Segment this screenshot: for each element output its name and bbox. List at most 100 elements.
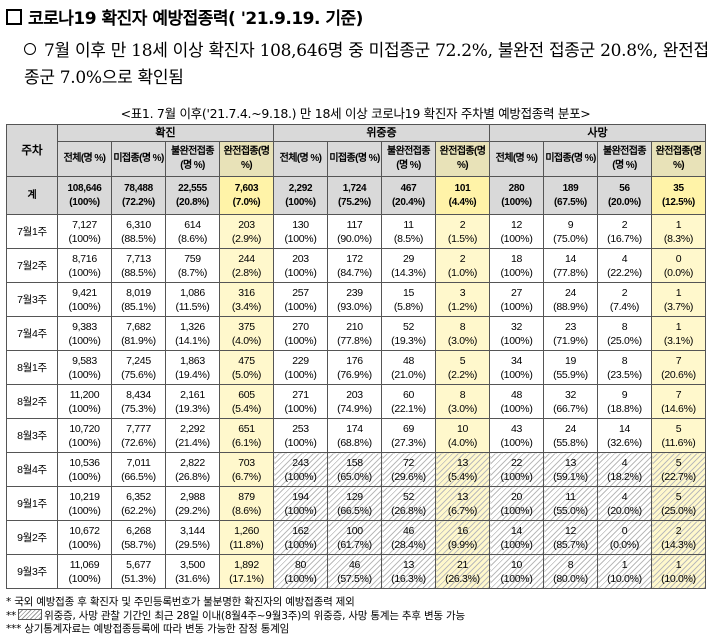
table-cell: 19 (55.9%) bbox=[543, 350, 598, 385]
cell-count: 7 bbox=[675, 354, 682, 367]
cell-count: 12 bbox=[510, 218, 523, 231]
cell-count: 22 bbox=[510, 456, 523, 469]
row-label: 7월3주 bbox=[6, 282, 58, 317]
cell-percent: (8.6%) bbox=[231, 504, 262, 517]
table-cell: 43 (100%) bbox=[489, 418, 544, 453]
cell-percent: (4.4%) bbox=[448, 196, 477, 208]
cell-percent: (55.0%) bbox=[553, 504, 588, 517]
table-cell: 48 (21.0%) bbox=[381, 350, 436, 385]
cell-count: 605 bbox=[238, 388, 255, 401]
cell-percent: (10.0%) bbox=[607, 572, 642, 585]
cell-percent: (3.0%) bbox=[447, 334, 478, 347]
cell-percent: (61.7%) bbox=[337, 538, 372, 551]
cell-percent: (2.2%) bbox=[447, 368, 478, 381]
cell-count: 257 bbox=[292, 286, 309, 299]
header-subcol: 완전접종(명 %) bbox=[219, 141, 274, 177]
cell-count: 29 bbox=[402, 252, 415, 265]
cell-percent: (20.4%) bbox=[392, 196, 425, 208]
cell-percent: (100%) bbox=[500, 334, 533, 347]
header-subcol-name: 불완전접종 bbox=[386, 146, 431, 157]
table-cell: 2 (1.0%) bbox=[435, 248, 490, 283]
cell-percent: (100%) bbox=[500, 572, 533, 585]
table-cell: 2,822 (26.8%) bbox=[165, 452, 220, 487]
cell-percent: (3.0%) bbox=[447, 402, 478, 415]
cell-percent: (28.4%) bbox=[391, 538, 426, 551]
cell-count: 56 bbox=[619, 182, 630, 194]
cell-percent: (65.0%) bbox=[337, 470, 372, 483]
table-cell: 1,863 (19.4%) bbox=[165, 350, 220, 385]
cell-count: 2 bbox=[675, 524, 682, 537]
table-cell: 1,326 (14.1%) bbox=[165, 316, 220, 351]
table-cell: 14 (100%) bbox=[489, 520, 544, 555]
cell-percent: (100%) bbox=[284, 538, 317, 551]
summary-text: 7월 이후 만 18세 이상 확진자 108,646명 중 미접종군 72.2%… bbox=[24, 41, 709, 88]
cell-percent: (100%) bbox=[500, 402, 533, 415]
table-cell: 203 (2.9%) bbox=[219, 214, 274, 249]
cell-percent: (11.6%) bbox=[661, 436, 696, 449]
cell-percent: (6.1%) bbox=[231, 436, 262, 449]
hatch-legend-icon bbox=[18, 609, 43, 620]
table-cell: 1,260 (11.8%) bbox=[219, 520, 274, 555]
cell-count: 467 bbox=[400, 182, 417, 194]
cell-count: 0 bbox=[621, 524, 628, 537]
cell-percent: (100%) bbox=[500, 538, 533, 551]
cell-count: 48 bbox=[510, 388, 523, 401]
cell-count: 651 bbox=[238, 422, 255, 435]
table-cell: 22 (100%) bbox=[489, 452, 544, 487]
cell-percent: (100%) bbox=[285, 196, 316, 208]
table-cell: 52 (26.8%) bbox=[381, 486, 436, 521]
table-cell: 158 (65.0%) bbox=[327, 452, 382, 487]
row-label: 8월1주 bbox=[6, 350, 58, 385]
cell-count: 189 bbox=[562, 182, 579, 194]
cell-percent: (11.5%) bbox=[175, 300, 210, 313]
cell-count: 7,603 bbox=[234, 182, 259, 194]
cell-count: 101 bbox=[454, 182, 471, 194]
header-subcol-unit: (명 %) bbox=[571, 153, 596, 164]
table-cell: 6,352 (62.2%) bbox=[111, 486, 166, 521]
cell-percent: (20.0%) bbox=[608, 196, 641, 208]
header-group: 확진 bbox=[57, 124, 274, 142]
cell-percent: (12.5%) bbox=[662, 196, 695, 208]
cell-percent: (76.9%) bbox=[337, 368, 372, 381]
cell-count: 19 bbox=[564, 354, 577, 367]
table-cell: 759 (8.7%) bbox=[165, 248, 220, 283]
table-cell: 34 (100%) bbox=[489, 350, 544, 385]
cell-count: 1 bbox=[621, 558, 628, 571]
cell-count: 8,716 bbox=[72, 252, 97, 265]
table-row: 8월1주 9,583 (100%) 7,245 (75.6%) 1,863 (19.4%) 4… bbox=[6, 350, 706, 385]
cell-percent: (100%) bbox=[500, 232, 533, 245]
cell-percent: (85.1%) bbox=[121, 300, 156, 313]
table-cell: 2 (14.3%) bbox=[651, 520, 706, 555]
cell-count: 78,488 bbox=[124, 182, 153, 194]
header-subcol-name: 불완전접종 bbox=[602, 146, 647, 157]
header-subcol-unit: (명 %) bbox=[139, 153, 164, 164]
table-cell: 172 (84.7%) bbox=[327, 248, 382, 283]
cell-percent: (21.4%) bbox=[175, 436, 210, 449]
table-cell: 1 (10.0%) bbox=[597, 554, 652, 589]
table-cell: 0 (0.0%) bbox=[651, 248, 706, 283]
table-cell: 7,011 (66.5%) bbox=[111, 452, 166, 487]
cell-count: 5,677 bbox=[126, 558, 151, 571]
cell-count: 10,672 bbox=[69, 524, 100, 537]
row-label: 9월1주 bbox=[6, 486, 58, 521]
cell-count: 48 bbox=[402, 354, 415, 367]
cell-count: 2 bbox=[621, 286, 628, 299]
cell-count: 2 bbox=[459, 218, 466, 231]
cell-count: 316 bbox=[238, 286, 255, 299]
header-subcol: 미접종(명 %) bbox=[327, 141, 382, 177]
cell-count: 3,500 bbox=[180, 558, 205, 571]
cell-percent: (1.0%) bbox=[447, 266, 478, 279]
row-label: 9월2주 bbox=[6, 520, 58, 555]
cell-percent: (6.7%) bbox=[447, 504, 478, 517]
table-cell: 257 (100%) bbox=[273, 282, 328, 317]
cell-percent: (100%) bbox=[284, 504, 317, 517]
table-cell: 56 (20.0%) bbox=[597, 176, 652, 215]
table-cell: 48 (100%) bbox=[489, 384, 544, 419]
table-cell: 229 (100%) bbox=[273, 350, 328, 385]
cell-count: 194 bbox=[292, 490, 309, 503]
cell-percent: (5.4%) bbox=[231, 402, 262, 415]
cell-count: 10,720 bbox=[69, 422, 100, 435]
row-label: 8월2주 bbox=[6, 384, 58, 419]
table-cell: 10,219 (100%) bbox=[57, 486, 112, 521]
cell-percent: (66.7%) bbox=[553, 402, 588, 415]
